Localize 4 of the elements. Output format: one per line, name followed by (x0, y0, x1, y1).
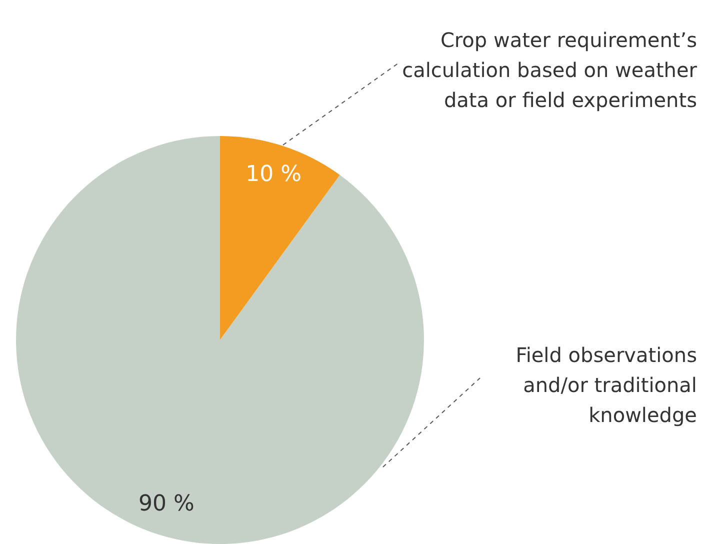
data-label: 10 % (246, 162, 302, 187)
slice-label: Crop water requirement’s calculation based on weather data or field experiments (402, 28, 698, 112)
data-label: 90 % (138, 492, 194, 517)
slice-label: Field observations and/or traditional knowledge (516, 343, 697, 428)
